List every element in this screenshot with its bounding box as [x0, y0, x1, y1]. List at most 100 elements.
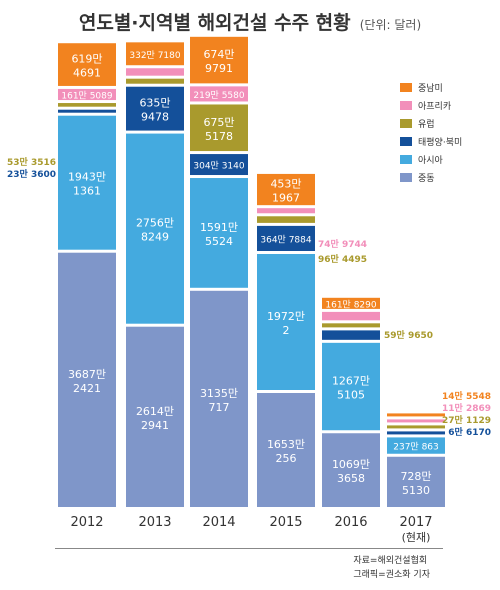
data-label-mideast-2015: 1653만: [267, 438, 305, 451]
legend-label-mideast: 중동: [418, 173, 435, 184]
outside-label-pacific-2017: 6만 6170: [448, 426, 491, 438]
data-label-africa-2012: 161만 5089: [61, 90, 112, 101]
legend-swatch-africa: [400, 101, 412, 110]
data-label-jungnammi-2012: 619만: [71, 53, 102, 66]
data-label-mideast-2014: 3135만: [200, 387, 238, 400]
bar-segment-europe-2015: [257, 216, 315, 223]
data-label-pacific-2015: 364만 7884: [260, 234, 311, 245]
outside-label-africa-2015: 74만 9744: [318, 238, 367, 250]
data-label-jungnammi-2015: 453만: [270, 178, 301, 191]
legend-swatch-pacific: [400, 137, 412, 146]
data-label-mideast-2017-2: 5130: [402, 484, 430, 497]
data-label-asia-2012: 1943만: [68, 171, 106, 184]
legend-swatch-jungnammi: [400, 83, 412, 92]
bar-segment-mideast-2014: [190, 290, 248, 507]
data-label-pacific-2014: 304만 3140: [193, 161, 244, 172]
outside-label-europe-2016: 59만 9650: [384, 329, 433, 341]
bar-segment-europe-2012: [58, 103, 116, 107]
data-label-pacific-2013-2: 9478: [141, 111, 169, 124]
bar-segment-pacific-2012: [58, 109, 116, 113]
data-label-jungnammi-2015-2: 1967: [272, 192, 300, 205]
bar-segment-europe-2017: [387, 425, 445, 429]
bar-segment-mideast-2015: [257, 392, 315, 507]
bar-segment-asia-2016: [322, 342, 380, 431]
legend-label-pacific: 태평양·북미: [418, 137, 462, 148]
bar-segment-europe-2013: [126, 78, 184, 84]
data-label-mideast-2016: 1069만: [332, 458, 370, 471]
category-label-2017: 2017: [399, 515, 432, 530]
bar-segment-mideast-2016: [322, 433, 380, 507]
data-label-europe-2014-2: 5178: [205, 130, 233, 143]
category-label-2012: 2012: [70, 515, 103, 530]
category-label-2014: 2014: [202, 515, 235, 530]
bar-segment-asia-2012: [58, 115, 116, 250]
data-label-asia-2016: 1267만: [332, 375, 370, 388]
data-label-jungnammi-2014-2: 9791: [205, 62, 233, 75]
data-label-africa-2014: 219만 5580: [193, 90, 244, 101]
bar-segment-asia-2013: [126, 133, 184, 324]
category-label-2016: 2016: [334, 515, 367, 530]
data-label-mideast-2012: 3687만: [68, 368, 106, 381]
bar-segment-jungnammi-2014: [190, 36, 248, 84]
bar-segment-mideast-2013: [126, 326, 184, 507]
bar-segment-jungnammi-2017: [387, 413, 445, 417]
bar-segment-mideast-2017: [387, 456, 445, 507]
bar-segment-jungnammi-2016: [322, 297, 380, 309]
source-line-graphic: 그래픽=권소화 기자: [353, 570, 430, 580]
bar-segment-pacific-2017: [387, 431, 445, 435]
data-label-mideast-2015-2: 256: [276, 452, 297, 465]
bar-segment-europe-2016: [322, 323, 380, 328]
data-label-asia-2014: 1591만: [200, 221, 238, 234]
chart-title: 연도별·지역별 해외건설 수주 현황: [78, 12, 351, 34]
data-label-mideast-2016-2: 3658: [337, 472, 365, 485]
bar-segment-africa-2013: [126, 68, 184, 76]
baseline-divider: [55, 548, 443, 549]
data-label-mideast-2014-2: 717: [209, 401, 230, 414]
bar-segment-africa-2015: [257, 208, 315, 214]
outside-label-europe-2017: 27만 1129: [442, 414, 491, 426]
bar-segment-asia-2014: [190, 178, 248, 288]
chart-title-block: 연도별·지역별 해외건설 수주 현황 (단위: 달러): [0, 8, 500, 35]
bar-segment-africa-2014: [190, 86, 248, 102]
outside-label-europe-2012: 53만 3516: [7, 156, 56, 168]
category-sublabel-2017: (현재): [402, 531, 431, 544]
bar-segment-jungnammi-2015: [257, 173, 315, 206]
legend-label-africa: 아프리카: [418, 101, 451, 112]
bar-segment-pacific-2015: [257, 225, 315, 251]
bar-segment-asia-2015: [257, 253, 315, 390]
legend-label-europe: 유럽: [418, 119, 435, 130]
data-label-pacific-2013: 635만: [139, 97, 170, 110]
bar-segment-africa-2012: [58, 88, 116, 101]
bar-segment-africa-2016: [322, 311, 380, 321]
data-label-europe-2014: 675만: [203, 116, 234, 129]
data-label-mideast-2012-2: 2421: [73, 382, 101, 395]
bar-segment-europe-2014: [190, 104, 248, 152]
bar-segment-mideast-2012: [58, 252, 116, 507]
category-label-2015: 2015: [269, 515, 302, 530]
bar-segment-pacific-2013: [126, 86, 184, 131]
data-label-asia-2015: 1972만: [267, 310, 305, 323]
outside-label-europe-2015: 96만 4495: [318, 253, 367, 265]
data-label-mideast-2013-2: 2941: [141, 419, 169, 432]
legend-swatch-asia: [400, 155, 412, 164]
data-label-jungnammi-2014: 674만: [203, 48, 234, 61]
data-label-asia-2012-2: 1361: [73, 185, 101, 198]
data-label-mideast-2017: 728만: [400, 470, 431, 483]
chart-unit: (단위: 달러): [359, 18, 422, 32]
outside-label-pacific-2012: 23만 3600: [7, 168, 56, 180]
outside-label-jungnammi-2017: 14만 5548: [442, 390, 491, 402]
bar-segment-pacific-2016: [322, 330, 380, 340]
outside-label-africa-2017: 11만 2869: [442, 402, 491, 414]
bar-segment-jungnammi-2012: [58, 43, 116, 86]
legend-label-jungnammi: 중남미: [418, 83, 443, 94]
source-line-data: 자료=해외건설협회: [353, 556, 428, 566]
data-label-asia-2017: 237만 863: [393, 442, 439, 453]
bar-segment-africa-2017: [387, 419, 445, 423]
legend-swatch-mideast: [400, 173, 412, 182]
bar-segment-pacific-2014: [190, 154, 248, 176]
legend-swatch-europe: [400, 119, 412, 128]
data-label-jungnammi-2012-2: 4691: [73, 67, 101, 80]
bar-segment-asia-2017: [387, 437, 445, 454]
data-label-jungnammi-2016: 161만 8290: [325, 299, 376, 310]
